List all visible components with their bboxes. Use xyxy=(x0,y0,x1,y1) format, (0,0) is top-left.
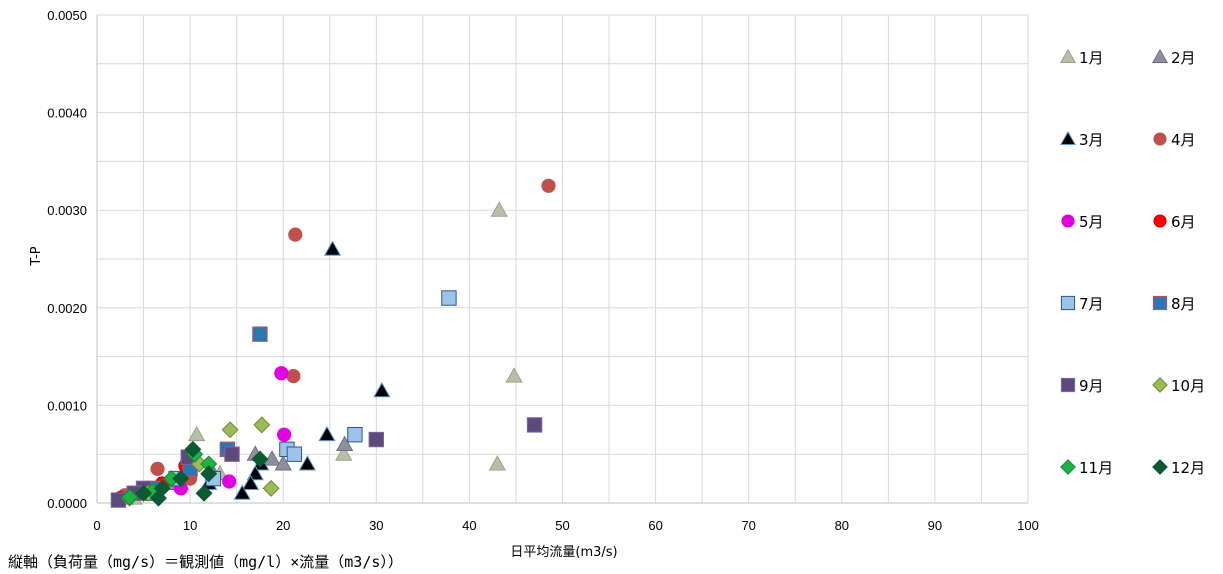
data-point xyxy=(288,227,303,242)
data-point xyxy=(251,450,269,468)
data-point xyxy=(505,367,523,383)
data-point xyxy=(121,488,139,506)
legend-marker xyxy=(1152,295,1168,311)
data-point xyxy=(233,484,251,500)
x-tick-label: 90 xyxy=(928,518,942,533)
legend-marker xyxy=(1152,377,1168,393)
x-tick-label: 40 xyxy=(462,518,476,533)
data-point xyxy=(286,446,303,462)
x-tick-label: 60 xyxy=(648,518,662,533)
data-point xyxy=(263,450,281,466)
data-point xyxy=(149,489,167,507)
tick-labels: 0 10 20 30 40 50 60 70 80 90 100 0.0000 0.0010 0.0020… xyxy=(47,8,1039,533)
footnote: 縦軸（負荷量（mg/s）＝観測値（mg/l）×流量（m3/s）） xyxy=(8,553,403,571)
legend-marker xyxy=(1151,48,1169,63)
data-point xyxy=(526,417,543,433)
x-tick-label: 30 xyxy=(369,518,383,533)
legend-label: 11月 xyxy=(1079,459,1113,477)
data-point xyxy=(187,425,206,442)
y-tick-label: 0.0020 xyxy=(47,301,87,316)
legend-marker xyxy=(1061,214,1075,228)
data-point xyxy=(172,470,190,488)
y-axis-label: T-P xyxy=(29,246,44,266)
data-point xyxy=(274,455,292,471)
data-point xyxy=(347,426,363,443)
legend-label: 7月 xyxy=(1079,295,1104,313)
legend-label: 9月 xyxy=(1079,377,1104,395)
x-tick-label: 70 xyxy=(741,518,755,533)
data-point xyxy=(335,445,353,461)
legend-marker xyxy=(1059,130,1077,145)
data-point xyxy=(373,381,391,398)
x-tick-label: 0 xyxy=(93,518,100,533)
x-axis-label: 日平均流量(m3/s) xyxy=(510,545,617,560)
legend-marker xyxy=(1153,214,1167,228)
data-point xyxy=(184,440,202,458)
data-point xyxy=(298,455,317,471)
legend: 1月 2月 3月 4月 5月 6月 7月 8月 9月 10月 11月 12月 xyxy=(1059,48,1205,477)
data-point xyxy=(318,425,336,442)
legend-label: 4月 xyxy=(1171,131,1196,149)
data-points xyxy=(110,178,556,508)
legend-label: 1月 xyxy=(1079,49,1104,67)
data-point xyxy=(490,201,508,217)
legend-label: 3月 xyxy=(1079,131,1104,149)
data-point xyxy=(335,435,354,451)
data-point xyxy=(323,240,342,256)
x-tick-label: 50 xyxy=(555,518,569,533)
legend-marker xyxy=(1060,295,1076,311)
x-tick-label: 10 xyxy=(183,518,197,533)
legend-marker xyxy=(1060,377,1076,393)
data-point xyxy=(200,465,218,483)
legend-marker xyxy=(1153,132,1167,146)
data-point xyxy=(277,427,292,442)
x-tick-label: 20 xyxy=(276,518,290,533)
data-point xyxy=(441,290,457,306)
data-point xyxy=(541,178,556,193)
axes xyxy=(96,15,1028,504)
y-tick-label: 0.0010 xyxy=(47,398,87,413)
legend-label: 8月 xyxy=(1171,295,1196,313)
x-tick-label: 80 xyxy=(835,518,849,533)
data-point xyxy=(262,479,280,497)
data-point xyxy=(488,455,506,471)
data-point xyxy=(274,366,289,381)
y-tick-label: 0.0030 xyxy=(47,203,87,218)
legend-label: 2月 xyxy=(1171,49,1196,67)
legend-label: 5月 xyxy=(1079,213,1104,231)
data-point xyxy=(221,421,239,439)
data-point xyxy=(286,369,301,384)
data-point xyxy=(150,461,165,476)
data-point xyxy=(195,484,213,502)
data-point xyxy=(222,474,237,489)
data-point xyxy=(135,484,153,502)
x-tick-label: 100 xyxy=(1017,518,1039,533)
y-tick-label: 0.0050 xyxy=(47,8,87,23)
legend-marker xyxy=(1059,48,1077,63)
data-point xyxy=(241,474,260,490)
data-point xyxy=(253,416,271,434)
y-tick-label: 0.0000 xyxy=(47,496,87,511)
data-point xyxy=(224,446,240,462)
data-point xyxy=(252,326,268,342)
legend-label: 12月 xyxy=(1171,459,1205,477)
y-tick-label: 0.0040 xyxy=(47,106,87,121)
legend-label: 10月 xyxy=(1171,377,1205,395)
legend-label: 6月 xyxy=(1171,213,1196,231)
legend-marker xyxy=(1152,459,1168,475)
legend-marker xyxy=(1060,459,1076,475)
data-point xyxy=(368,431,385,448)
